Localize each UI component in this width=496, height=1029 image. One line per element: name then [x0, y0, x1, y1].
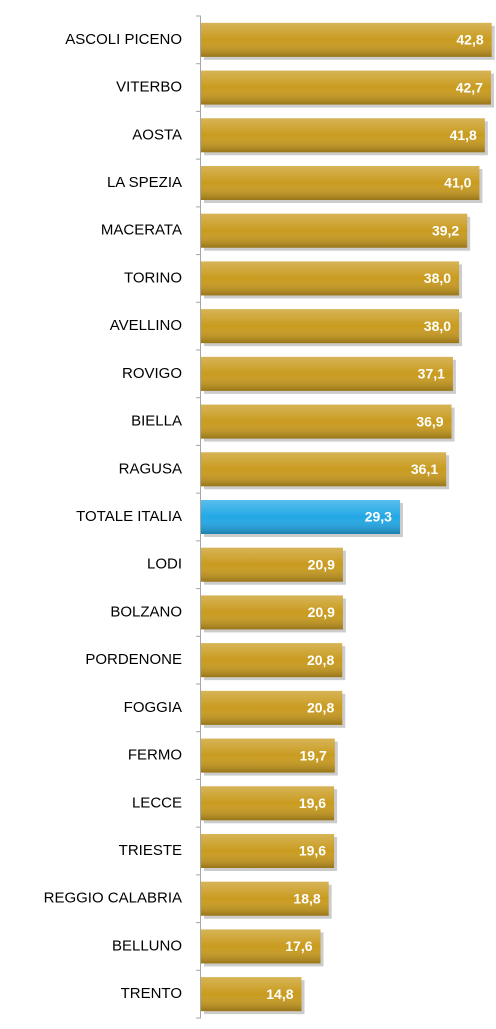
y-tick-label: LODI: [147, 556, 182, 573]
bar-shade: [201, 404, 452, 439]
data-label: 36,1: [411, 461, 438, 477]
data-label: 14,8: [266, 986, 293, 1002]
data-label: 42,7: [456, 79, 483, 95]
bar-shade: [201, 690, 343, 725]
bar-shade: [201, 70, 491, 105]
y-tick-label: BIELLA: [131, 413, 182, 430]
y-tick-label: LA SPEZIA: [107, 174, 182, 191]
bar-shade: [201, 500, 400, 534]
y-tick-label: FERMO: [128, 747, 182, 764]
data-label: 42,8: [456, 32, 483, 48]
y-tick-label: PORDENONE: [85, 651, 182, 668]
y-tick-label: TRIESTE: [119, 842, 182, 859]
data-label: 17,6: [285, 938, 312, 954]
y-tick-label: RAGUSA: [119, 460, 182, 477]
data-label: 20,8: [307, 700, 334, 716]
bar-shade: [201, 786, 335, 821]
bar-shade: [201, 22, 492, 57]
y-tick-label: BELLUNO: [112, 937, 182, 954]
data-label: 37,1: [418, 366, 445, 382]
data-label: 20,9: [308, 556, 335, 572]
bar-shade: [201, 118, 485, 153]
data-label: 20,9: [308, 604, 335, 620]
data-label: 41,0: [444, 175, 471, 191]
y-tick-label: MACERATA: [101, 222, 182, 239]
data-label: 19,7: [300, 747, 327, 763]
data-label: 38,0: [424, 270, 451, 286]
bar-shade: [201, 309, 460, 344]
data-label: 39,2: [432, 222, 459, 238]
data-label: 20,8: [307, 652, 334, 668]
y-tick-label: TRENTO: [121, 985, 182, 1002]
bar-shade: [201, 356, 453, 391]
data-label: 19,6: [299, 795, 326, 811]
data-label: 41,8: [450, 127, 477, 143]
data-label: 36,9: [416, 413, 443, 429]
y-tick-label: FOGGIA: [124, 699, 182, 716]
bar-shade: [201, 929, 321, 964]
y-tick-label: BOLZANO: [110, 603, 182, 620]
data-label: 29,3: [365, 509, 392, 525]
bar-shade: [201, 595, 343, 630]
bar-shade: [201, 881, 329, 916]
data-label: 38,0: [424, 318, 451, 334]
y-tick-label: TOTALE ITALIA: [76, 508, 182, 525]
y-tick-label: ASCOLI PICENO: [65, 31, 182, 48]
bar-shade: [201, 213, 468, 248]
bar-shade: [201, 547, 343, 582]
y-tick-label: ROVIGO: [122, 365, 182, 382]
y-tick-label: LECCE: [132, 794, 182, 811]
bar-shade: [201, 977, 302, 1012]
bar-shade: [201, 452, 447, 487]
bar-shade: [201, 166, 480, 200]
y-tick-label: VITERBO: [116, 79, 182, 96]
y-tick-label: REGGIO CALABRIA: [44, 890, 182, 907]
bar-shade: [201, 261, 460, 296]
bar-shade: [201, 834, 335, 868]
y-tick-label: AVELLINO: [110, 317, 182, 334]
y-tick-label: AOSTA: [132, 126, 182, 143]
data-label: 18,8: [293, 890, 320, 906]
bar-shade: [201, 738, 335, 773]
data-label: 19,6: [299, 843, 326, 859]
bar-shade: [201, 643, 343, 678]
y-tick-label: TORINO: [124, 269, 182, 286]
